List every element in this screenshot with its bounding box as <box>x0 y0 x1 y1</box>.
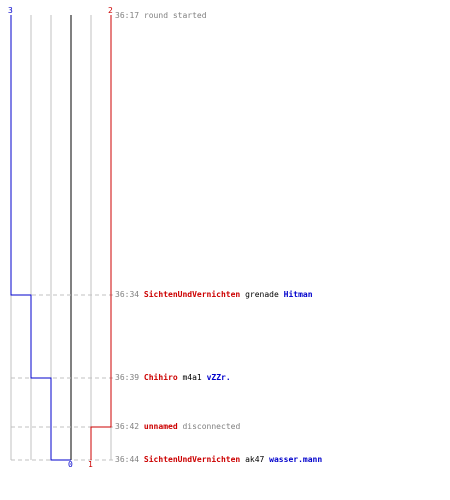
event-disconnect: 36:42 unnamed disconnected <box>115 422 240 432</box>
red-team-score-line <box>90 15 112 460</box>
event-time: 36:44 <box>115 455 140 464</box>
victim-name: vZZr. <box>206 373 231 382</box>
event-round-started: 36:17 round started <box>115 11 207 21</box>
event-kill: 36:34 SichtenUndVernichten grenade Hitma… <box>115 290 313 300</box>
killer-name: SichtenUndVernichten <box>143 455 241 464</box>
event-time: 36:34 <box>115 290 140 299</box>
victim-name: wasser.mann <box>269 455 323 464</box>
red-score-start: 1 <box>88 460 93 469</box>
event-message: round started <box>143 11 207 20</box>
red-score-end: 2 <box>108 6 113 15</box>
event-kill: 36:44 SichtenUndVernichten ak47 wasser.m… <box>115 455 322 465</box>
killer-name: SichtenUndVernichten <box>143 290 241 299</box>
event-guides <box>11 294 113 461</box>
event-kill: 36:39 Chihiro m4a1 vZZr. <box>115 373 231 383</box>
event-message: disconnected <box>182 422 241 431</box>
weapon-name: m4a1 <box>182 373 202 382</box>
event-time: 36:42 <box>115 422 140 431</box>
weapon-name: ak47 <box>245 455 265 464</box>
killer-name: Chihiro <box>143 373 178 382</box>
blue-team-score-line <box>10 15 71 461</box>
victim-name: Hitman <box>283 290 313 299</box>
weapon-name: grenade <box>245 290 279 299</box>
event-time: 36:17 <box>115 11 140 20</box>
grid-lines <box>10 15 112 460</box>
event-time: 36:39 <box>115 373 140 382</box>
blue-score-start: 3 <box>8 6 13 15</box>
player-name: unnamed <box>143 422 178 431</box>
blue-score-end: 0 <box>68 460 73 469</box>
